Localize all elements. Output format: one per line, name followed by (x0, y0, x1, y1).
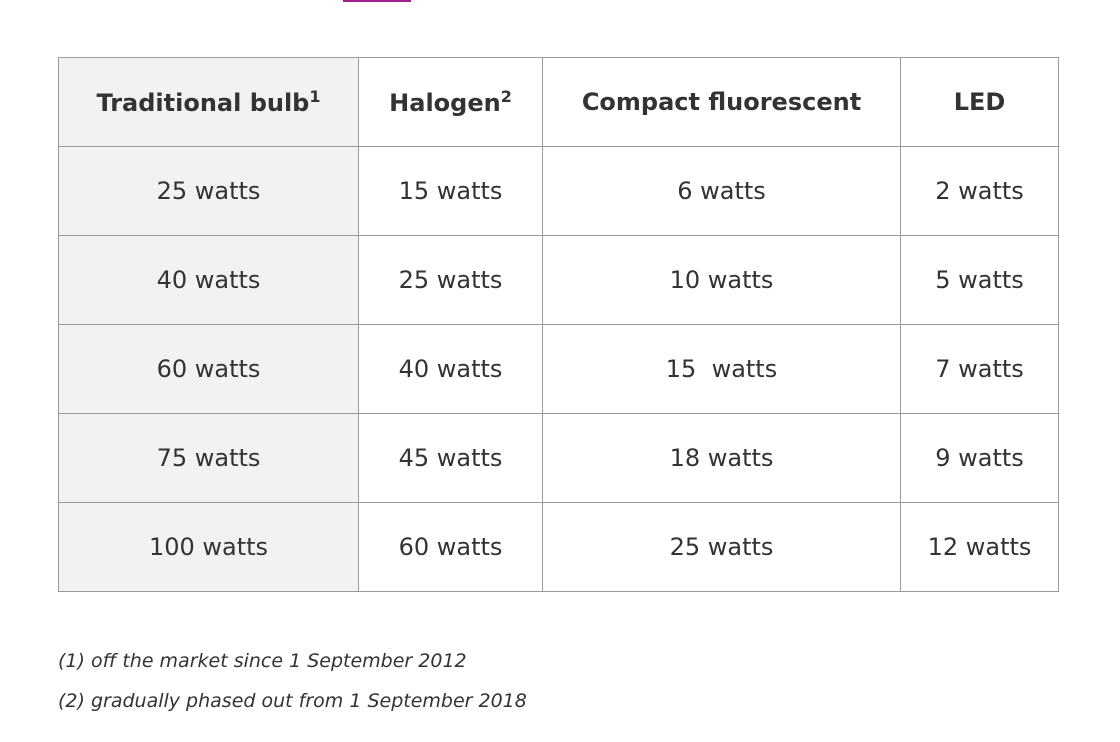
table-cell: 40 watts (58, 235, 359, 325)
table-body: 25 watts 15 watts 6 watts 2 watts 40 watts 25… (58, 146, 1059, 592)
header-cell: LED (900, 57, 1059, 147)
table-cell: 40 watts (358, 324, 543, 414)
header-text: Halogen (389, 89, 501, 117)
table-cell: 6 watts (542, 146, 901, 236)
table-row: 60 watts 40 watts 15 watts 7 watts (58, 324, 1059, 414)
table-cell: 60 watts (58, 324, 359, 414)
header-row: Traditional bulb1 Halogen2 Compact fluores… (58, 57, 1059, 147)
table-cell: 60 watts (358, 502, 543, 592)
header-text: Compact fluorescent (581, 88, 862, 116)
table-cell: 100 watts (58, 502, 359, 592)
header-text: LED (953, 88, 1006, 116)
table-cell: 75 watts (58, 413, 359, 503)
table-row: 40 watts 25 watts 10 watts 5 watts (58, 235, 1059, 325)
table-row: 25 watts 15 watts 6 watts 2 watts (58, 146, 1059, 236)
table-cell: 9 watts (900, 413, 1059, 503)
footnote: (1) off the market since 1 September 201… (58, 650, 467, 672)
comparison-table: Traditional bulb1 Halogen2 Compact fluores… (58, 57, 1059, 592)
footnote-ref: 1 (309, 87, 321, 106)
header-cell: Halogen2 (358, 57, 543, 147)
table-cell: 10 watts (542, 235, 901, 325)
table-cell: 25 watts (542, 502, 901, 592)
table-row: 100 watts 60 watts 25 watts 12 watts (58, 502, 1059, 592)
header-text: Traditional bulb (96, 89, 310, 117)
footnote-ref: 2 (500, 87, 512, 106)
table-cell: 18 watts (542, 413, 901, 503)
table-cell: 15 watts (542, 324, 901, 414)
table-cell: 12 watts (900, 502, 1059, 592)
link-underline (343, 0, 411, 2)
table-cell: 25 watts (358, 235, 543, 325)
header-cell: Compact fluorescent (542, 57, 901, 147)
table-cell: 25 watts (58, 146, 359, 236)
table-cell: 7 watts (900, 324, 1059, 414)
header-cell: Traditional bulb1 (58, 57, 359, 147)
table-cell: 2 watts (900, 146, 1059, 236)
table-cell: 45 watts (358, 413, 543, 503)
footnote: (2) gradually phased out from 1 Septembe… (58, 690, 527, 712)
table-row: 75 watts 45 watts 18 watts 9 watts (58, 413, 1059, 503)
table-cell: 5 watts (900, 235, 1059, 325)
table-cell: 15 watts (358, 146, 543, 236)
